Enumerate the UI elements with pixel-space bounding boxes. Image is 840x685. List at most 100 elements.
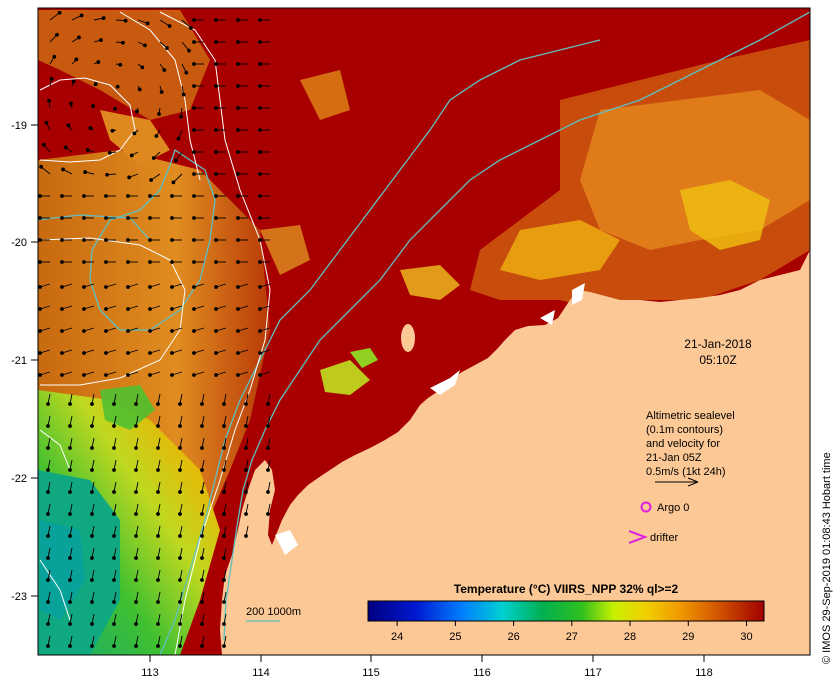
velocity-arrow <box>192 106 204 110</box>
velocity-arrow <box>244 393 249 406</box>
velocity-arrow <box>236 40 248 44</box>
velocity-arrow <box>170 349 183 355</box>
velocity-arrow <box>214 84 226 88</box>
velocity-arrow <box>181 63 189 75</box>
colorbar-tick-label: 30 <box>740 631 752 643</box>
velocity-arrow <box>192 216 204 220</box>
x-tick-label: 113 <box>141 667 159 679</box>
velocity-arrow <box>258 18 270 22</box>
velocity-arrow <box>68 393 73 406</box>
isobath-label: 200 1000m <box>246 606 301 618</box>
velocity-arrow <box>236 18 248 22</box>
velocity-arrow <box>112 547 117 560</box>
colorbar-tick-label: 28 <box>624 631 636 643</box>
velocity-arrow <box>46 503 51 516</box>
colorbar-tick-label: 25 <box>449 631 461 643</box>
velocity-legend: Altimetric sealevel (0.1m contours) and … <box>646 410 735 487</box>
velocity-arrow <box>134 547 139 560</box>
drifter-legend: drifter <box>628 530 678 544</box>
velocity-arrow <box>115 84 120 89</box>
velocity-arrow <box>68 591 73 604</box>
y-tick-label: -21 <box>11 355 27 367</box>
velocity-arrow <box>47 98 51 109</box>
velocity-arrow <box>156 569 161 582</box>
velocity-arrow <box>68 481 73 494</box>
velocity-arrow <box>82 305 95 311</box>
velocity-arrow <box>90 393 95 406</box>
velocity-arrow <box>134 591 139 604</box>
x-tick-label: 114 <box>252 667 270 679</box>
velocity-arrow <box>46 415 51 428</box>
velocity-arrow <box>126 216 138 220</box>
velocity-arrow <box>236 128 248 132</box>
y-axis: -19 -20 -21 -22 -23 <box>11 120 38 603</box>
colorbar-ticks: 24 25 26 27 28 29 30 <box>391 621 753 643</box>
velocity-arrow <box>49 76 54 87</box>
velocity-arrow <box>236 62 248 66</box>
velocity-arrow <box>192 371 205 377</box>
velocity-arrow <box>90 437 95 450</box>
velocity-arrow <box>159 19 172 28</box>
velocity-arrow <box>266 459 271 472</box>
velocity-arrow <box>46 547 51 560</box>
velocity-arrow <box>68 437 73 450</box>
credit-text: © IMOS 29-Sep-2019 01:08:43 Hobart time <box>821 452 833 664</box>
velocity-arrow <box>258 238 270 242</box>
velocity-arrow <box>90 503 95 516</box>
velocity-arrow <box>192 84 204 88</box>
velocity-arrow <box>266 481 271 494</box>
cloud-mask <box>275 283 585 555</box>
velocity-arrow <box>214 106 226 110</box>
velocity-arrow <box>222 437 227 450</box>
velocity-arrow <box>112 525 117 538</box>
velocity-arrow <box>60 238 72 242</box>
y-tick-label: -22 <box>11 473 27 485</box>
velocity-arrow <box>200 569 205 582</box>
velocity-arrow <box>214 40 226 44</box>
velocity-arrow <box>258 84 270 88</box>
velocity-arrow <box>60 371 73 377</box>
velocity-arrow <box>46 393 51 406</box>
velocity-arrow <box>200 547 205 560</box>
velocity-arrow <box>107 150 117 155</box>
velocity-arrow <box>236 106 248 110</box>
velocity-arrow <box>192 327 205 333</box>
velocity-arrow <box>181 41 191 53</box>
velocity-arrow <box>134 459 139 472</box>
scale-arrow-icon <box>655 477 699 487</box>
velocity-arrow <box>68 459 73 472</box>
colorbar: Temperature (°C) VIIRS_NPP 32% ql>=2 24 2… <box>367 582 765 643</box>
velocity-arrow <box>82 327 95 333</box>
velocity-arrow <box>178 525 183 538</box>
velocity-arrow <box>90 591 95 604</box>
velocity-arrow <box>244 503 249 516</box>
velocity-arrow <box>170 305 183 311</box>
velocity-arrow <box>258 128 270 132</box>
velocity-arrow <box>46 569 51 582</box>
velocity-arrow <box>104 327 117 333</box>
velocity-arrow <box>258 305 271 311</box>
velocity-arrow <box>71 35 81 43</box>
velocity-arrow <box>156 591 161 604</box>
velocity-arrow <box>214 305 227 311</box>
velocity-arrow <box>148 283 161 289</box>
colorbar-tick-label: 26 <box>507 631 519 643</box>
velocity-arrow <box>148 371 161 377</box>
velocity-arrow <box>60 327 73 333</box>
land-mass <box>220 250 810 655</box>
velocity-arrows <box>38 10 271 648</box>
plot-frame <box>37 7 811 656</box>
velocity-arrow <box>83 170 95 175</box>
velocity-arrow <box>112 393 117 406</box>
velocity-arrow <box>156 547 161 560</box>
velocity-arrow <box>178 503 183 516</box>
velocity-arrow <box>176 129 183 141</box>
velocity-arrow <box>148 194 160 198</box>
velocity-arrow <box>173 151 183 163</box>
velocity-arrow <box>192 349 205 355</box>
velocity-arrow <box>236 172 248 176</box>
velocity-arrow <box>236 260 248 264</box>
velocity-arrow <box>112 635 117 648</box>
velocity-arrow <box>126 194 138 198</box>
velocity-arrow <box>192 238 204 242</box>
